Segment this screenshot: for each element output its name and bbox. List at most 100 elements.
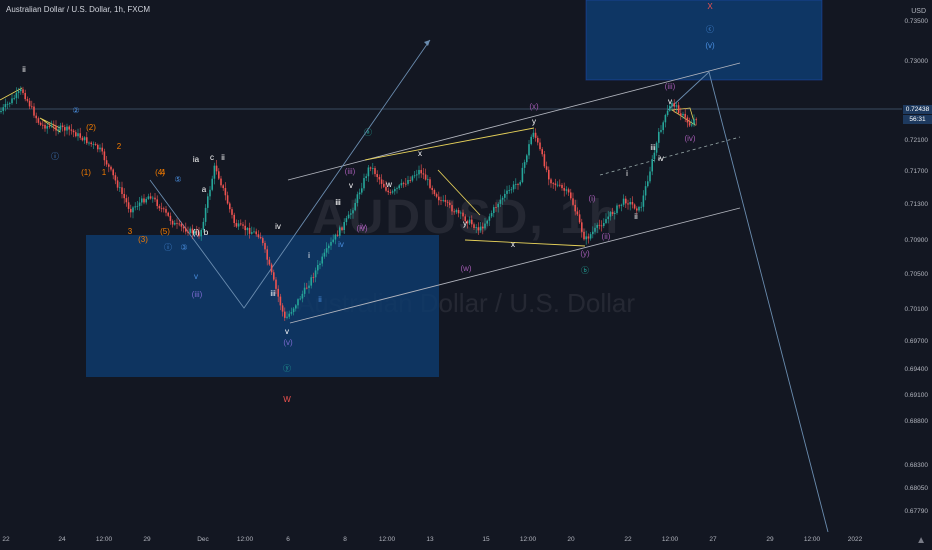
candle-body	[2, 107, 4, 111]
candle-body	[138, 202, 141, 206]
candle-body	[680, 113, 682, 116]
wave-label: i	[626, 169, 628, 178]
candle-body	[609, 212, 612, 217]
candle-body	[257, 234, 260, 238]
candle-body	[468, 219, 471, 224]
wave-label: ②	[72, 106, 80, 115]
candle-body	[222, 185, 224, 189]
wave-label: b	[203, 228, 209, 237]
candle-body	[39, 122, 42, 125]
candle-body	[50, 125, 53, 127]
candle-body	[200, 229, 202, 237]
price-tick: 0.71300	[904, 201, 929, 208]
price-chart[interactable]	[0, 0, 902, 532]
candle-body	[35, 115, 37, 119]
candle-body	[372, 168, 374, 169]
candle-body	[686, 117, 689, 123]
dashed-midline	[599, 136, 741, 176]
candle-body	[169, 215, 172, 221]
wave-label: (2)	[86, 123, 96, 132]
wave-label: ⓑ	[581, 266, 589, 275]
candle-body	[33, 106, 35, 116]
candle-body	[695, 119, 697, 121]
candle-body	[130, 208, 132, 213]
price-tick: 0.68300	[904, 462, 929, 469]
candle-body	[420, 169, 422, 174]
candle-body	[671, 103, 673, 106]
candle-body	[270, 264, 273, 273]
candle-body	[431, 187, 433, 191]
candle-body	[486, 220, 488, 224]
candle-body	[693, 119, 695, 125]
candle-body	[530, 136, 532, 145]
candle-body	[339, 227, 341, 236]
candle-body	[191, 228, 194, 234]
candle-body	[497, 203, 499, 208]
candle-body	[493, 207, 495, 214]
candle-body	[297, 299, 299, 306]
candle-body	[523, 162, 526, 168]
candle-body	[495, 207, 497, 208]
candle-body	[484, 223, 486, 229]
candle-body	[638, 206, 640, 211]
candle-body	[231, 209, 233, 215]
candle-body	[220, 178, 222, 186]
candle-body	[110, 166, 112, 170]
candle-body	[66, 126, 68, 131]
wave-label: ⓘ	[164, 243, 172, 252]
candle-body	[180, 223, 183, 227]
time-axis[interactable]: 22 24 12:00 29 Dec 12:00 6 8 12:00 13 15…	[0, 532, 902, 550]
candle-body	[224, 188, 227, 196]
projection-path-2	[667, 71, 829, 532]
chart-legend: Australian Dollar / U.S. Dollar, 1h, FXC…	[6, 5, 151, 14]
candle-body	[248, 227, 251, 234]
wave-label: v	[668, 97, 672, 106]
candle-body	[684, 113, 686, 118]
candle-body	[108, 164, 110, 167]
wave-label: ⓘ	[51, 152, 59, 161]
candle-body	[266, 249, 268, 260]
candle-body	[72, 130, 75, 133]
candle-body	[77, 133, 79, 137]
candle-body	[279, 296, 282, 306]
candle-body	[482, 226, 484, 229]
candle-body	[519, 182, 521, 185]
candle-body	[286, 316, 288, 318]
candle-body	[653, 152, 656, 160]
candle-body	[312, 277, 315, 279]
candle-body	[103, 151, 106, 161]
candle-body	[356, 194, 359, 203]
candle-body	[185, 228, 187, 232]
candle-body	[543, 154, 546, 167]
candle-body	[145, 198, 147, 203]
candle-body	[321, 256, 323, 264]
candle-body	[521, 167, 524, 183]
candle-body	[119, 187, 121, 189]
wave-label: x	[511, 240, 515, 249]
price-tick: 0.73000	[904, 58, 929, 65]
time-tick: 12:00	[803, 536, 821, 543]
candle-body	[152, 197, 154, 199]
price-axis[interactable]: USD 0.73500 0.73000 0.72100 0.71700 0.71…	[902, 0, 932, 532]
candle-body	[70, 129, 73, 131]
candle-body	[363, 178, 365, 189]
candle-body	[567, 189, 570, 193]
wave-label: a	[201, 185, 207, 194]
candle-body	[64, 127, 66, 131]
candle-body	[572, 198, 574, 205]
candle-body	[488, 216, 491, 221]
wave-label: 2	[116, 142, 122, 151]
candle-body	[409, 180, 411, 181]
candle-body	[691, 124, 693, 126]
candle-body	[398, 185, 400, 189]
wave-label: iii	[650, 143, 656, 152]
candle-body	[42, 124, 44, 126]
candle-body	[651, 159, 653, 172]
candle-body	[6, 103, 9, 105]
candle-body	[301, 293, 304, 299]
candle-body	[163, 208, 165, 210]
price-tick: 0.69100	[904, 392, 929, 399]
candle-body	[675, 105, 678, 107]
candle-body	[211, 178, 213, 190]
candle-body	[455, 210, 458, 213]
